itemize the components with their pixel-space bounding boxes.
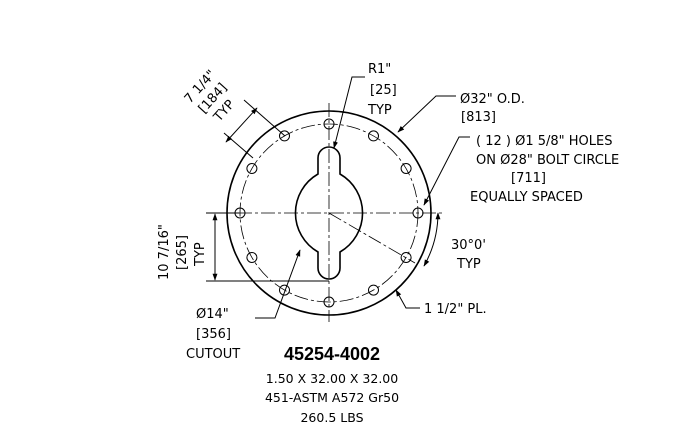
bolt-hole <box>323 296 335 308</box>
callout-hole-spacing: 7 1/4" [184] TYP <box>182 67 238 125</box>
callout-radius: R1" [25] TYP <box>367 62 397 118</box>
vertical-spacing-typ: TYP <box>193 242 208 267</box>
thickness-label: 1 1/2" PL. <box>424 302 487 317</box>
bolt-hole <box>279 130 290 142</box>
cutout-label: CUTOUT <box>186 347 240 362</box>
vertical-spacing-metric: [265] <box>175 235 190 270</box>
cutout-diameter: Ø14" <box>196 307 229 322</box>
bolt-hole <box>400 163 412 174</box>
callout-vertical-spacing: 10 7/16" [265] TYP <box>157 224 208 280</box>
cutout-metric: [356] <box>196 327 231 342</box>
part-weight: 260.5 LBS <box>300 410 363 425</box>
holes-bolt-circle: ON Ø28" BOLT CIRCLE <box>476 153 619 168</box>
bolt-hole <box>400 252 412 263</box>
holes-spacing: EQUALLY SPACED <box>470 190 583 205</box>
vertical-spacing-label: 10 7/16" <box>157 224 172 280</box>
holes-count-label: ( 12 ) Ø1 5/8" HOLES <box>476 134 612 149</box>
bolt-hole <box>323 118 335 130</box>
bolt-hole <box>368 130 379 142</box>
bolt-hole <box>279 284 290 296</box>
callout-cutout: Ø14" [356] CUTOUT <box>186 307 240 362</box>
radius-metric: [25] <box>370 83 397 98</box>
bolt-hole <box>246 163 258 174</box>
angle-label: 30°0' <box>451 238 486 253</box>
bolt-hole <box>368 284 379 296</box>
radius-typ: TYP <box>367 103 392 118</box>
od-metric: [813] <box>461 110 496 125</box>
title-block: 45254-4002 1.50 X 32.00 X 32.00 451-ASTM… <box>265 344 399 425</box>
center-cutout <box>294 146 364 280</box>
angle-centerline <box>328 212 416 264</box>
holes-metric: [711] <box>511 171 546 186</box>
angle-typ: TYP <box>456 257 481 272</box>
radius-label: R1" <box>368 62 391 77</box>
part-material: 451-ASTM A572 Gr50 <box>265 390 399 405</box>
callout-holes: ( 12 ) Ø1 5/8" HOLES ON Ø28" BOLT CIRCLE… <box>470 134 619 205</box>
callout-outer-diameter: Ø32" O.D. [813] <box>460 92 525 125</box>
callout-angle: 30°0' TYP <box>451 238 486 272</box>
bolt-hole <box>412 207 424 219</box>
part-number: 45254-4002 <box>284 344 380 364</box>
part-size: 1.50 X 32.00 X 32.00 <box>266 371 398 386</box>
od-label: Ø32" O.D. <box>460 92 525 107</box>
dimension-lines <box>206 76 470 319</box>
bolt-hole <box>246 252 258 263</box>
